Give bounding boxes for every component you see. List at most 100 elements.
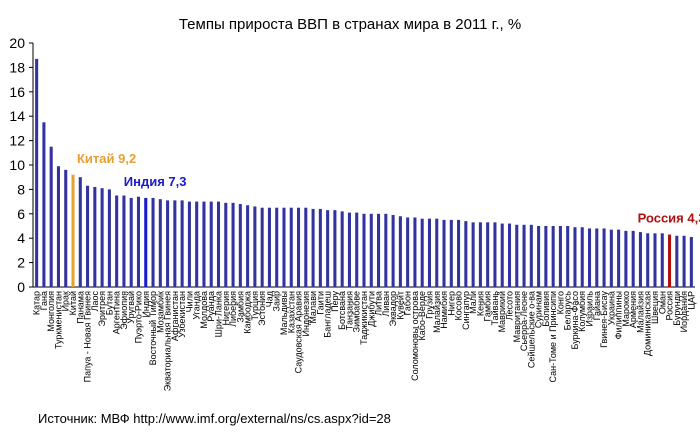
category-label: Китай [68, 291, 78, 315]
bar [464, 221, 468, 287]
bar [100, 188, 104, 287]
category-label: Мозамбик [155, 291, 165, 333]
highlight-label: Россия 4,3 [638, 211, 700, 226]
category-label: Марокко [621, 291, 631, 327]
bar [122, 195, 126, 287]
bar [544, 226, 548, 287]
bar [486, 222, 490, 287]
bar [646, 233, 650, 287]
category-label: Чад [264, 290, 274, 307]
y-tick-label: 0 [17, 279, 25, 295]
bar [507, 223, 512, 287]
category-label: Доминиканская [643, 291, 653, 356]
highlight-label: Китай 9,2 [77, 151, 136, 166]
bar [151, 197, 155, 287]
bar [529, 224, 533, 287]
bar [35, 58, 39, 287]
bar [144, 197, 148, 287]
bar [391, 215, 395, 287]
category-label: Нигерия [221, 291, 231, 326]
y-tick-label: 8 [17, 181, 25, 197]
category-label: Гайана [592, 291, 602, 320]
bar [78, 177, 82, 287]
category-label: Оман [657, 291, 667, 314]
category-label: Кабо-Верде [417, 291, 427, 340]
category-label: Гаити [315, 291, 325, 315]
bar [362, 213, 366, 287]
bar [493, 222, 497, 287]
category-label: Эритрея [97, 291, 107, 327]
bar [267, 207, 271, 287]
category-label: Афганистан [170, 291, 180, 341]
category-label: Сьерра-Леоне [519, 291, 529, 351]
bar [384, 213, 388, 287]
category-label: Буркина-Фасо [570, 291, 580, 350]
category-label: Сейшельские о-ва [526, 291, 536, 368]
category-label: Руанда [206, 291, 216, 322]
category-label: Зимбабве [352, 291, 362, 332]
y-tick-label: 2 [17, 255, 25, 271]
category-label: Эфиопия [119, 291, 129, 330]
category-label: Ботсвана [337, 291, 347, 330]
bar [187, 201, 191, 287]
y-tick-label: 16 [9, 84, 25, 100]
bar [449, 219, 453, 287]
category-label: Индонезия [301, 291, 311, 337]
bar [587, 228, 592, 287]
category-label: Казахстан [286, 291, 296, 333]
category-label: Боливия [541, 291, 551, 327]
bar [158, 199, 162, 287]
category-label: Мальдивы [279, 291, 289, 335]
bar [595, 228, 599, 287]
category-label: Папуа - Новая Гвинея [83, 291, 93, 382]
bar [427, 218, 431, 287]
bar [653, 233, 657, 287]
bar [682, 235, 686, 287]
category-label: Панама [75, 291, 85, 324]
bar [537, 226, 541, 287]
bar [275, 207, 279, 287]
category-label: Косово [454, 291, 464, 321]
category-label: Колумбия [577, 291, 587, 332]
category-label: Сан-Томе и Принсипи [548, 291, 558, 383]
bar [136, 196, 141, 287]
bar [631, 230, 635, 287]
bar [580, 227, 584, 287]
category-label: Соломоновы острова [410, 291, 420, 381]
bar [377, 213, 381, 287]
bar [566, 226, 570, 287]
category-label: Намибия [439, 291, 449, 329]
category-label: Турция [250, 291, 260, 321]
category-label: Катар [32, 291, 42, 315]
bar [340, 211, 344, 287]
category-label: Малайзия [635, 291, 645, 333]
category-label: Экваториальная Гвинея [163, 291, 173, 391]
bar [64, 169, 68, 287]
bar [209, 201, 213, 287]
category-label: Джибути [366, 291, 376, 327]
category-label: Мали [468, 291, 478, 314]
bar [49, 146, 53, 287]
category-label: Украина [606, 291, 616, 325]
category-label: Нигер [446, 291, 456, 316]
bar [129, 197, 133, 287]
bar [216, 201, 221, 287]
category-label: Израиль [585, 291, 595, 327]
category-label: Замбия [235, 291, 245, 323]
bar [638, 232, 642, 287]
bar [355, 212, 359, 287]
category-label: ЦАР [686, 291, 696, 310]
bar [413, 217, 417, 287]
bar [304, 207, 308, 287]
y-tick-label: 6 [17, 206, 25, 222]
category-label: Швеция [650, 291, 660, 324]
bar [282, 207, 286, 287]
category-label: Молдова [199, 291, 209, 329]
category-label: Бангладеш [323, 291, 333, 338]
category-label: Гвинея-Бисау [599, 291, 609, 348]
bar [297, 207, 301, 287]
category-label: Бутан [104, 291, 114, 315]
bar [435, 218, 439, 287]
category-label: Таджикистан [359, 291, 369, 345]
bar [93, 186, 97, 287]
